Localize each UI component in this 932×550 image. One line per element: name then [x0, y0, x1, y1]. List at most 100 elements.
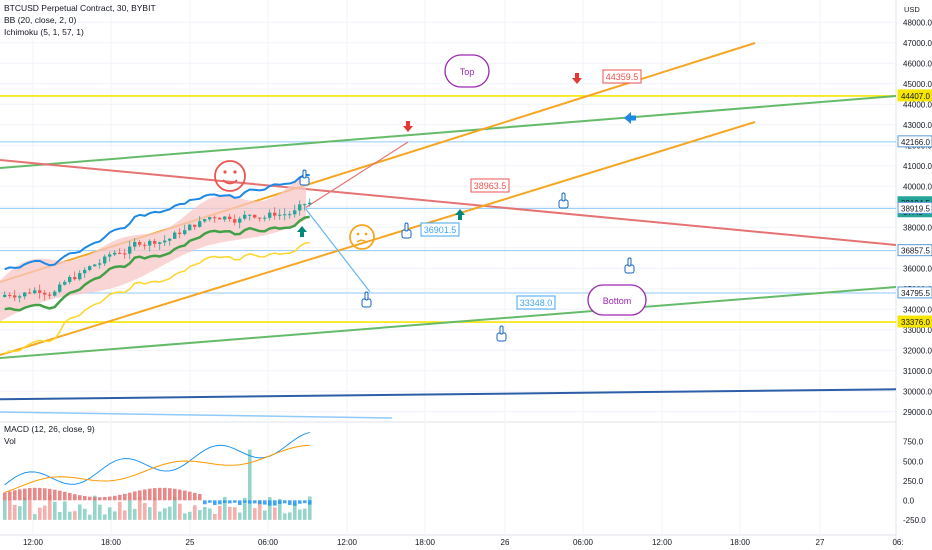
- price-axis-badge: 38919.5: [897, 201, 932, 214]
- price-axis[interactable]: 29000.0 30000.0 31000.0 32000.0 33000.0 34000…: [897, 18, 932, 525]
- macd-histogram-bar: [233, 500, 237, 503]
- price-pane[interactable]: 44359.5 38963.5 36901.5 33348.0 Top Bottom: [0, 42, 897, 419]
- macd-histogram-bar: [103, 496, 107, 501]
- macd-histogram-bar: [53, 489, 57, 501]
- volume-bar: [283, 513, 287, 520]
- candle-body: [48, 294, 52, 296]
- support-trendline: [0, 388, 897, 401]
- volume-bar: [133, 508, 137, 520]
- macd-histogram-bar: [108, 496, 112, 501]
- price-tick-label: 33000.0: [903, 326, 932, 335]
- candle-body: [193, 224, 197, 227]
- macd-histogram-bar: [218, 500, 222, 505]
- candle-body: [263, 217, 267, 219]
- candle-body: [138, 242, 142, 245]
- candle-body: [98, 263, 102, 265]
- pointing-hand-icon: [558, 192, 569, 209]
- volume-bar: [93, 495, 97, 520]
- macd-histogram-bar: [113, 495, 117, 501]
- candle-body: [188, 224, 192, 231]
- price-axis-badge-text: 33376.0: [901, 318, 930, 327]
- time-axis[interactable]: 12:00 18:00 25 06:00 12:00 18:00 26 06:00 12:00 1…: [23, 538, 904, 547]
- volume-bar: [103, 514, 107, 520]
- macd-histogram-bar: [73, 494, 77, 501]
- candle-body: [78, 273, 82, 280]
- candle-body: [113, 252, 117, 255]
- price-tag-box: [602, 69, 642, 84]
- price-axis-badge-text: 38919.5: [901, 204, 930, 213]
- macd-histogram-bar: [163, 487, 167, 501]
- pointing-hand-icon: [401, 222, 412, 239]
- macd-title: MACD (12, 26, close, 9): [4, 424, 95, 434]
- volume-bar: [293, 503, 297, 520]
- bb-legend[interactable]: BB (20, close, 2, 0): [4, 15, 76, 26]
- candle-body: [133, 241, 137, 247]
- time-tick-label: 18:00: [415, 538, 436, 547]
- macd-histogram-bar: [278, 500, 282, 504]
- macd-histogram-bar: [168, 488, 172, 501]
- bb-title: BB (20, close, 2, 0): [4, 15, 77, 25]
- volume-bar: [218, 505, 222, 520]
- volume-bar: [53, 501, 57, 520]
- candle-body: [208, 217, 212, 220]
- candle-body: [33, 290, 37, 294]
- callout-text: Top: [460, 67, 475, 77]
- macd-histogram-bar: [48, 488, 52, 501]
- price-tick-label: 40000.0: [903, 182, 932, 191]
- volume-bar: [128, 500, 132, 520]
- volume-bar: [188, 511, 192, 520]
- volume-bar: [68, 511, 72, 520]
- confused-face-icon: [349, 224, 375, 250]
- macd-histogram-bar: [58, 490, 62, 501]
- candle-body: [303, 204, 307, 206]
- candle-body: [228, 216, 232, 220]
- volume-bar: [33, 514, 37, 520]
- volume-bar: [108, 507, 112, 520]
- volume-bar: [138, 496, 142, 520]
- macd-histogram-bar: [148, 488, 152, 501]
- pointing-hand-icon: [496, 325, 507, 342]
- symbol-legend[interactable]: BTCUSD Perpetual Contract, 30, BYBIT: [4, 3, 156, 14]
- volume-bar: [148, 507, 152, 520]
- price-axis-badge: 36857.5: [897, 244, 932, 257]
- macd-histogram-bar: [158, 487, 162, 501]
- volume-bar: [223, 496, 227, 520]
- ichimoku-base-line: [4, 215, 310, 312]
- candle-body: [68, 276, 72, 283]
- macd-line: [4, 431, 310, 486]
- volume-bar: [88, 514, 92, 520]
- macd-legend[interactable]: MACD (12, 26, close, 9): [4, 424, 95, 435]
- volume-bar: [163, 508, 167, 520]
- candle-body: [153, 241, 157, 244]
- time-tick-label: 12:00: [23, 538, 44, 547]
- price-tick-label: 38000.0: [903, 223, 932, 232]
- macd-histogram-bar: [123, 493, 127, 501]
- macd-histogram-bar: [178, 489, 182, 501]
- ichimoku-legend[interactable]: Ichimoku (5, 1, 57, 1): [4, 27, 84, 38]
- candle-body: [3, 294, 7, 297]
- macd-histogram-bar: [193, 492, 197, 501]
- volume-bar: [48, 495, 52, 520]
- candle-body: [253, 214, 257, 218]
- price-tick-label: 46000.0: [903, 59, 932, 68]
- callout-bubble: [587, 284, 647, 316]
- macd-volume-pane[interactable]: [3, 431, 312, 520]
- price-tick-label: 34000.0: [903, 305, 932, 314]
- vol-legend[interactable]: Vol: [4, 436, 16, 447]
- macd-histogram-bar: [138, 490, 142, 501]
- macd-histogram-bar: [183, 490, 187, 501]
- volume-bar: [233, 507, 237, 520]
- volume-bar: [178, 503, 182, 520]
- volume-bar: [78, 504, 82, 520]
- callout-text: Bottom: [603, 296, 632, 306]
- candle-body: [38, 290, 42, 293]
- macd-histogram-bar: [98, 497, 102, 501]
- bollinger-upper: [4, 173, 310, 271]
- volume-bar: [288, 512, 292, 520]
- pointing-hand-icon: [361, 291, 372, 308]
- macd-histogram-bar: [38, 487, 42, 501]
- candle-body: [58, 284, 62, 292]
- time-tick-label: 26: [501, 538, 510, 547]
